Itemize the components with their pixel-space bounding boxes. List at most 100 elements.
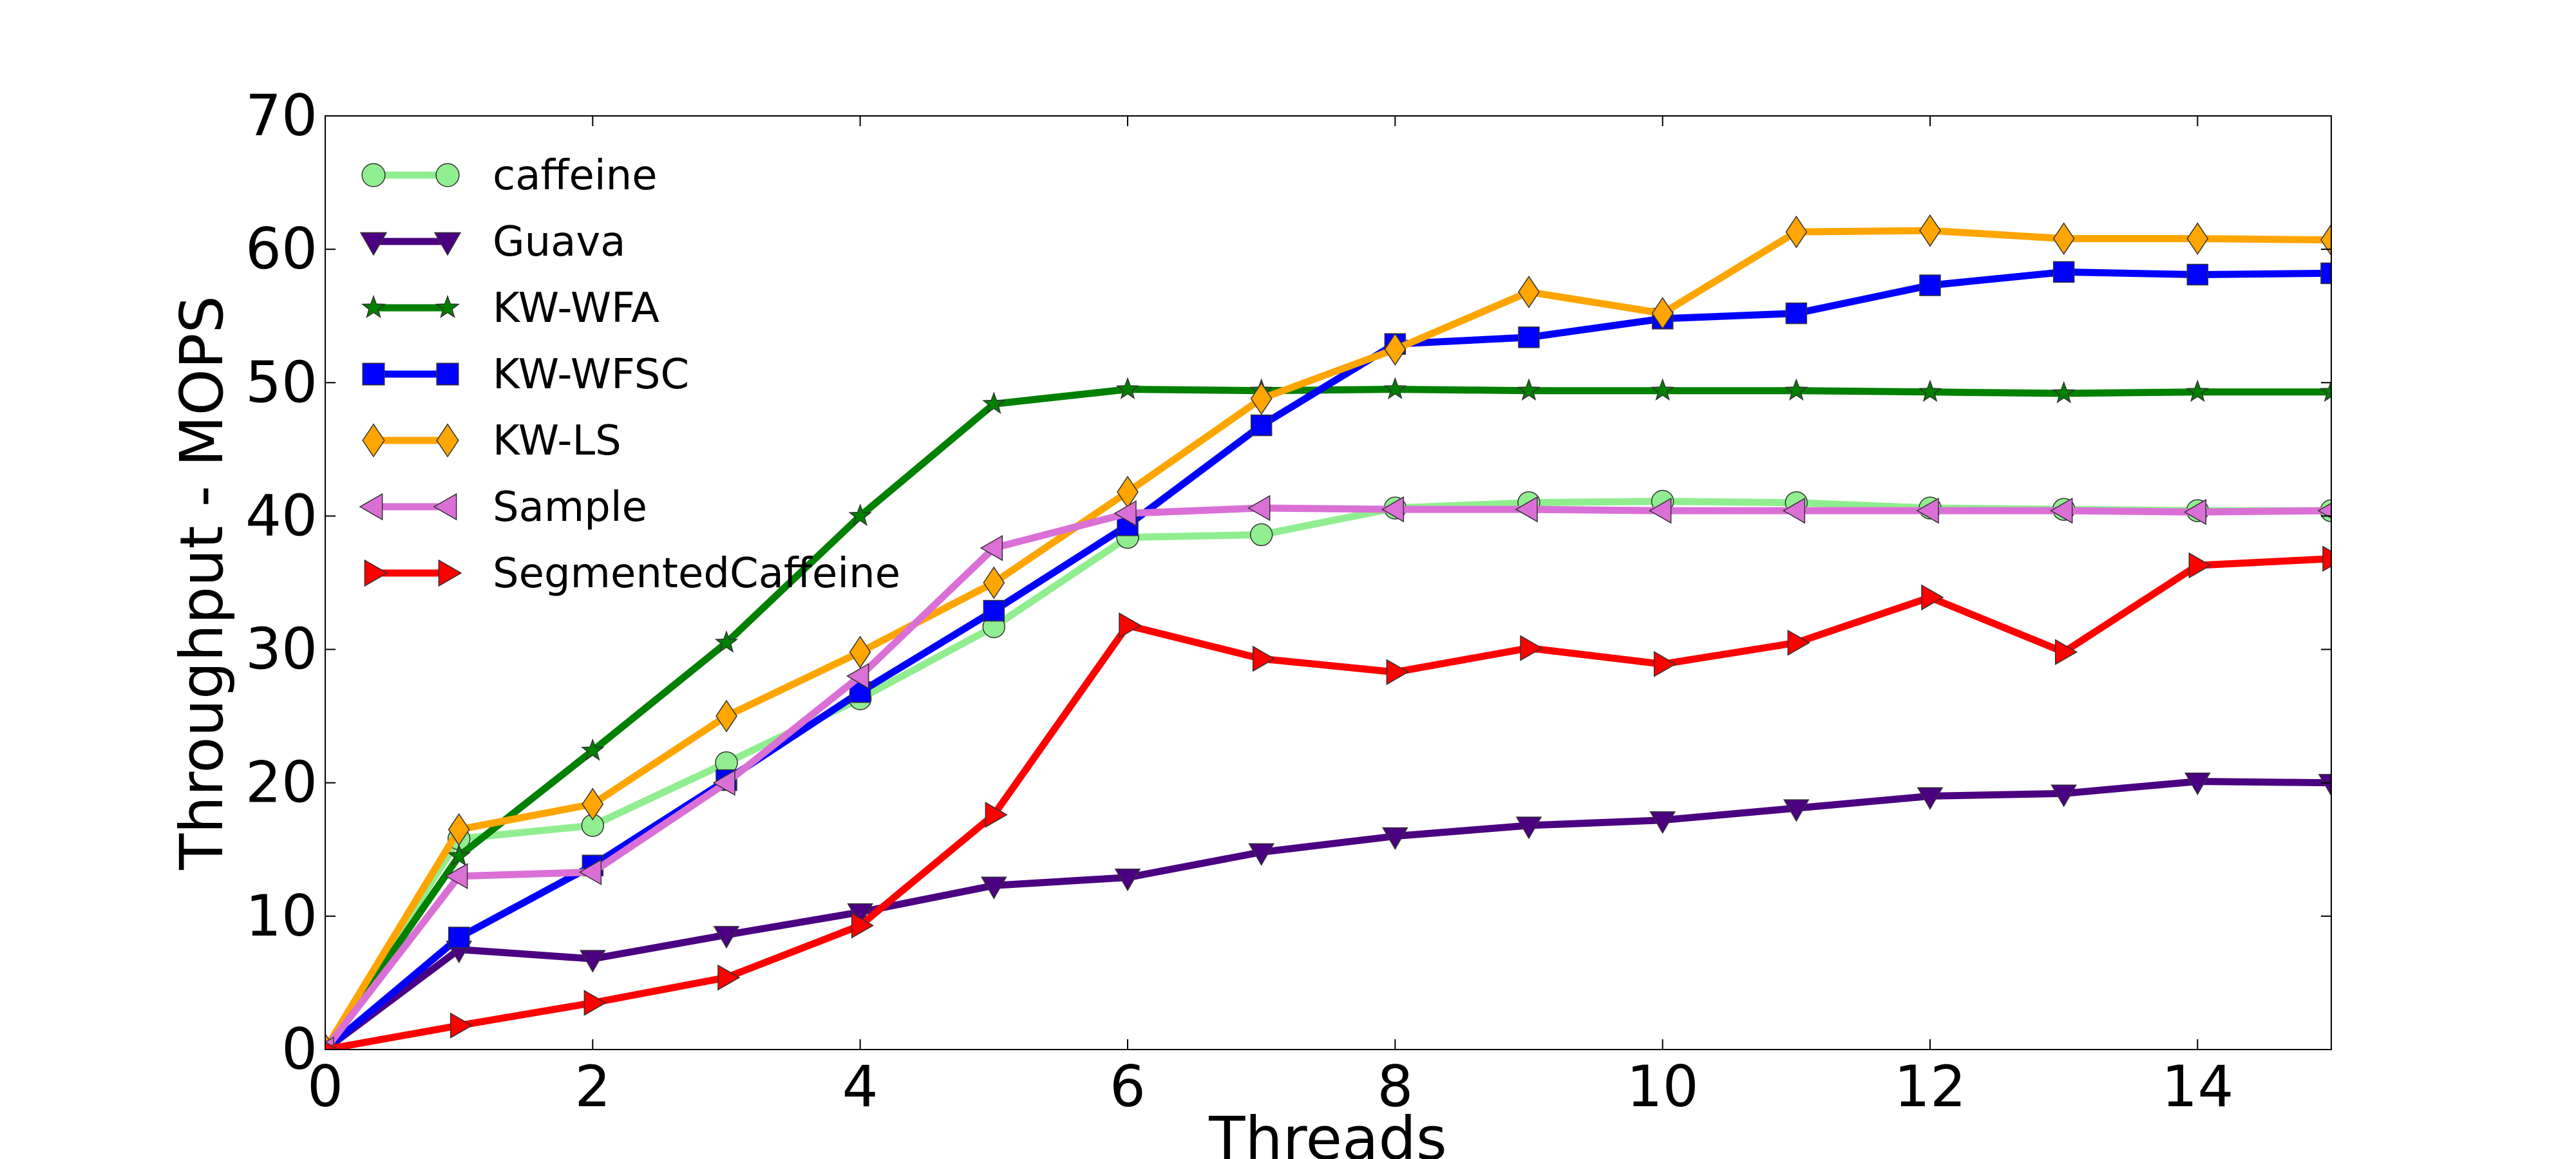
legend-item-guava: Guava [359, 218, 625, 266]
data-point-kw-wfa [2052, 381, 2076, 404]
legend-label: Sample [493, 484, 647, 531]
data-point-segmentedcaffeine [985, 802, 1008, 828]
data-point-sample [1916, 497, 1939, 524]
x-tick-label: 6 [1110, 1053, 1146, 1120]
data-point-kw-wfsc [1785, 302, 1808, 325]
plot-area [325, 214, 2331, 1050]
series-line-segmentedcaffeine [325, 555, 2331, 1050]
axes-frame [325, 115, 2332, 1050]
data-point-kw-wfa [581, 738, 605, 761]
data-point-segmentedcaffeine [325, 1041, 339, 1050]
data-point-kw-wfsc [448, 927, 470, 948]
data-point-sample [1515, 496, 1538, 523]
data-point-segmentedcaffeine [583, 990, 607, 1016]
data-point-segmentedcaffeine [1653, 651, 1677, 677]
data-point-kw-ls [582, 787, 604, 821]
data-point-kw-ls [1919, 214, 1941, 247]
data-point-kw-wfa [1383, 377, 1407, 400]
data-point-sample [2317, 502, 2331, 519]
series-kw-wfa [325, 377, 2331, 1050]
data-point-segmentedcaffeine [1921, 584, 1944, 611]
legend-marker [436, 423, 459, 458]
data-point-sample [578, 859, 602, 885]
y-tick-label: 30 [245, 616, 317, 683]
data-point-kw-ls [448, 813, 470, 846]
data-point-kw-ls [1250, 382, 1273, 415]
y-tick-label: 70 [245, 82, 317, 149]
y-axis: 0 10 20 30 40 50 60 70 [245, 82, 2331, 1082]
data-point-sample [1113, 500, 1137, 527]
data-point-guava [713, 926, 740, 949]
legend-label: KW-LS [493, 417, 621, 465]
data-point-segmentedcaffeine [2322, 545, 2331, 572]
data-point-kw-ls [1651, 297, 1674, 330]
legend-marker [359, 232, 388, 256]
y-axis-label: Throughput - MOPS [167, 296, 236, 871]
legend-marker [361, 163, 386, 187]
series-line-kw-wfsc [325, 268, 2331, 1050]
legend-item-kw-wfa: KW-WFA [361, 285, 659, 332]
x-tick-label: 0 [307, 1053, 343, 1120]
data-point-sample [1381, 496, 1405, 523]
data-point-kw-wfsc [1919, 274, 1941, 296]
data-point-kw-ls [1384, 333, 1406, 366]
data-point-kw-ls [983, 566, 1005, 599]
data-point-kw-wfsc [2320, 262, 2331, 285]
data-point-kw-wfa [2186, 379, 2210, 402]
data-point-kw-ls [1785, 215, 1808, 249]
data-point-guava [2184, 772, 2211, 796]
data-point-kw-wfsc [1518, 326, 1540, 348]
legend: caffeine Guava KW-WFA KW-WFSC KW-LS Sample Seg… [359, 152, 900, 598]
series-guava [325, 772, 2331, 1050]
data-point-guava [1382, 827, 1408, 851]
data-point-guava [580, 950, 606, 973]
data-point-segmentedcaffeine [1119, 612, 1142, 639]
data-point-guava [2050, 784, 2077, 807]
legend-item-segmentedcaffeine: SegmentedCaffeine [364, 550, 900, 598]
legend-marker [438, 559, 462, 587]
legend-marker [433, 493, 457, 521]
data-point-kw-wfa [1785, 378, 1808, 401]
data-point-kw-ls [1518, 276, 1540, 308]
data-point-guava [981, 876, 1007, 900]
data-point-sample [1649, 497, 1672, 524]
data-point-sample [712, 769, 735, 796]
legend-marker [362, 423, 385, 458]
data-point-kw-wfa [1651, 378, 1674, 401]
x-axis: 0 2 4 6 8 10 12 14 [307, 116, 2233, 1120]
series-line-kw-ls [325, 227, 2331, 1050]
legend-marker [435, 163, 460, 187]
data-point-sample [445, 863, 468, 890]
legend-marker [433, 232, 462, 256]
x-tick-label: 8 [1377, 1053, 1413, 1120]
series-sample [325, 495, 2331, 1050]
data-point-segmentedcaffeine [1520, 635, 1543, 661]
legend-label: SegmentedCaffeine [493, 550, 900, 598]
data-point-guava [1783, 799, 1810, 822]
x-tick-label: 2 [574, 1053, 611, 1120]
legend-marker [361, 294, 386, 319]
x-tick-label: 12 [1894, 1053, 1966, 1120]
data-point-kw-wfsc [1250, 414, 1273, 437]
legend-label: KW-WFSC [493, 351, 689, 399]
data-point-kw-ls [715, 699, 737, 733]
data-point-kw-wfa [1115, 377, 1140, 400]
data-point-segmentedcaffeine [1386, 659, 1409, 686]
data-point-kw-wfa [714, 630, 739, 653]
x-tick-label: 10 [1627, 1053, 1699, 1120]
legend-marker [362, 363, 385, 386]
data-point-segmentedcaffeine [1787, 629, 1810, 656]
data-point-kw-wfsc [983, 599, 1005, 622]
data-point-guava [1515, 816, 1542, 840]
legend-item-sample: Sample [359, 484, 647, 531]
data-point-guava [1917, 787, 1944, 810]
x-tick-label: 4 [842, 1053, 878, 1120]
data-point-kw-ls [849, 636, 871, 669]
series-segmentedcaffeine [325, 545, 2331, 1050]
data-point-kw-wfsc [2186, 263, 2209, 286]
y-tick-label: 0 [281, 1016, 317, 1082]
data-point-kw-wfa [982, 391, 1006, 414]
legend-marker [436, 363, 459, 386]
y-tick-label: 10 [245, 883, 317, 949]
